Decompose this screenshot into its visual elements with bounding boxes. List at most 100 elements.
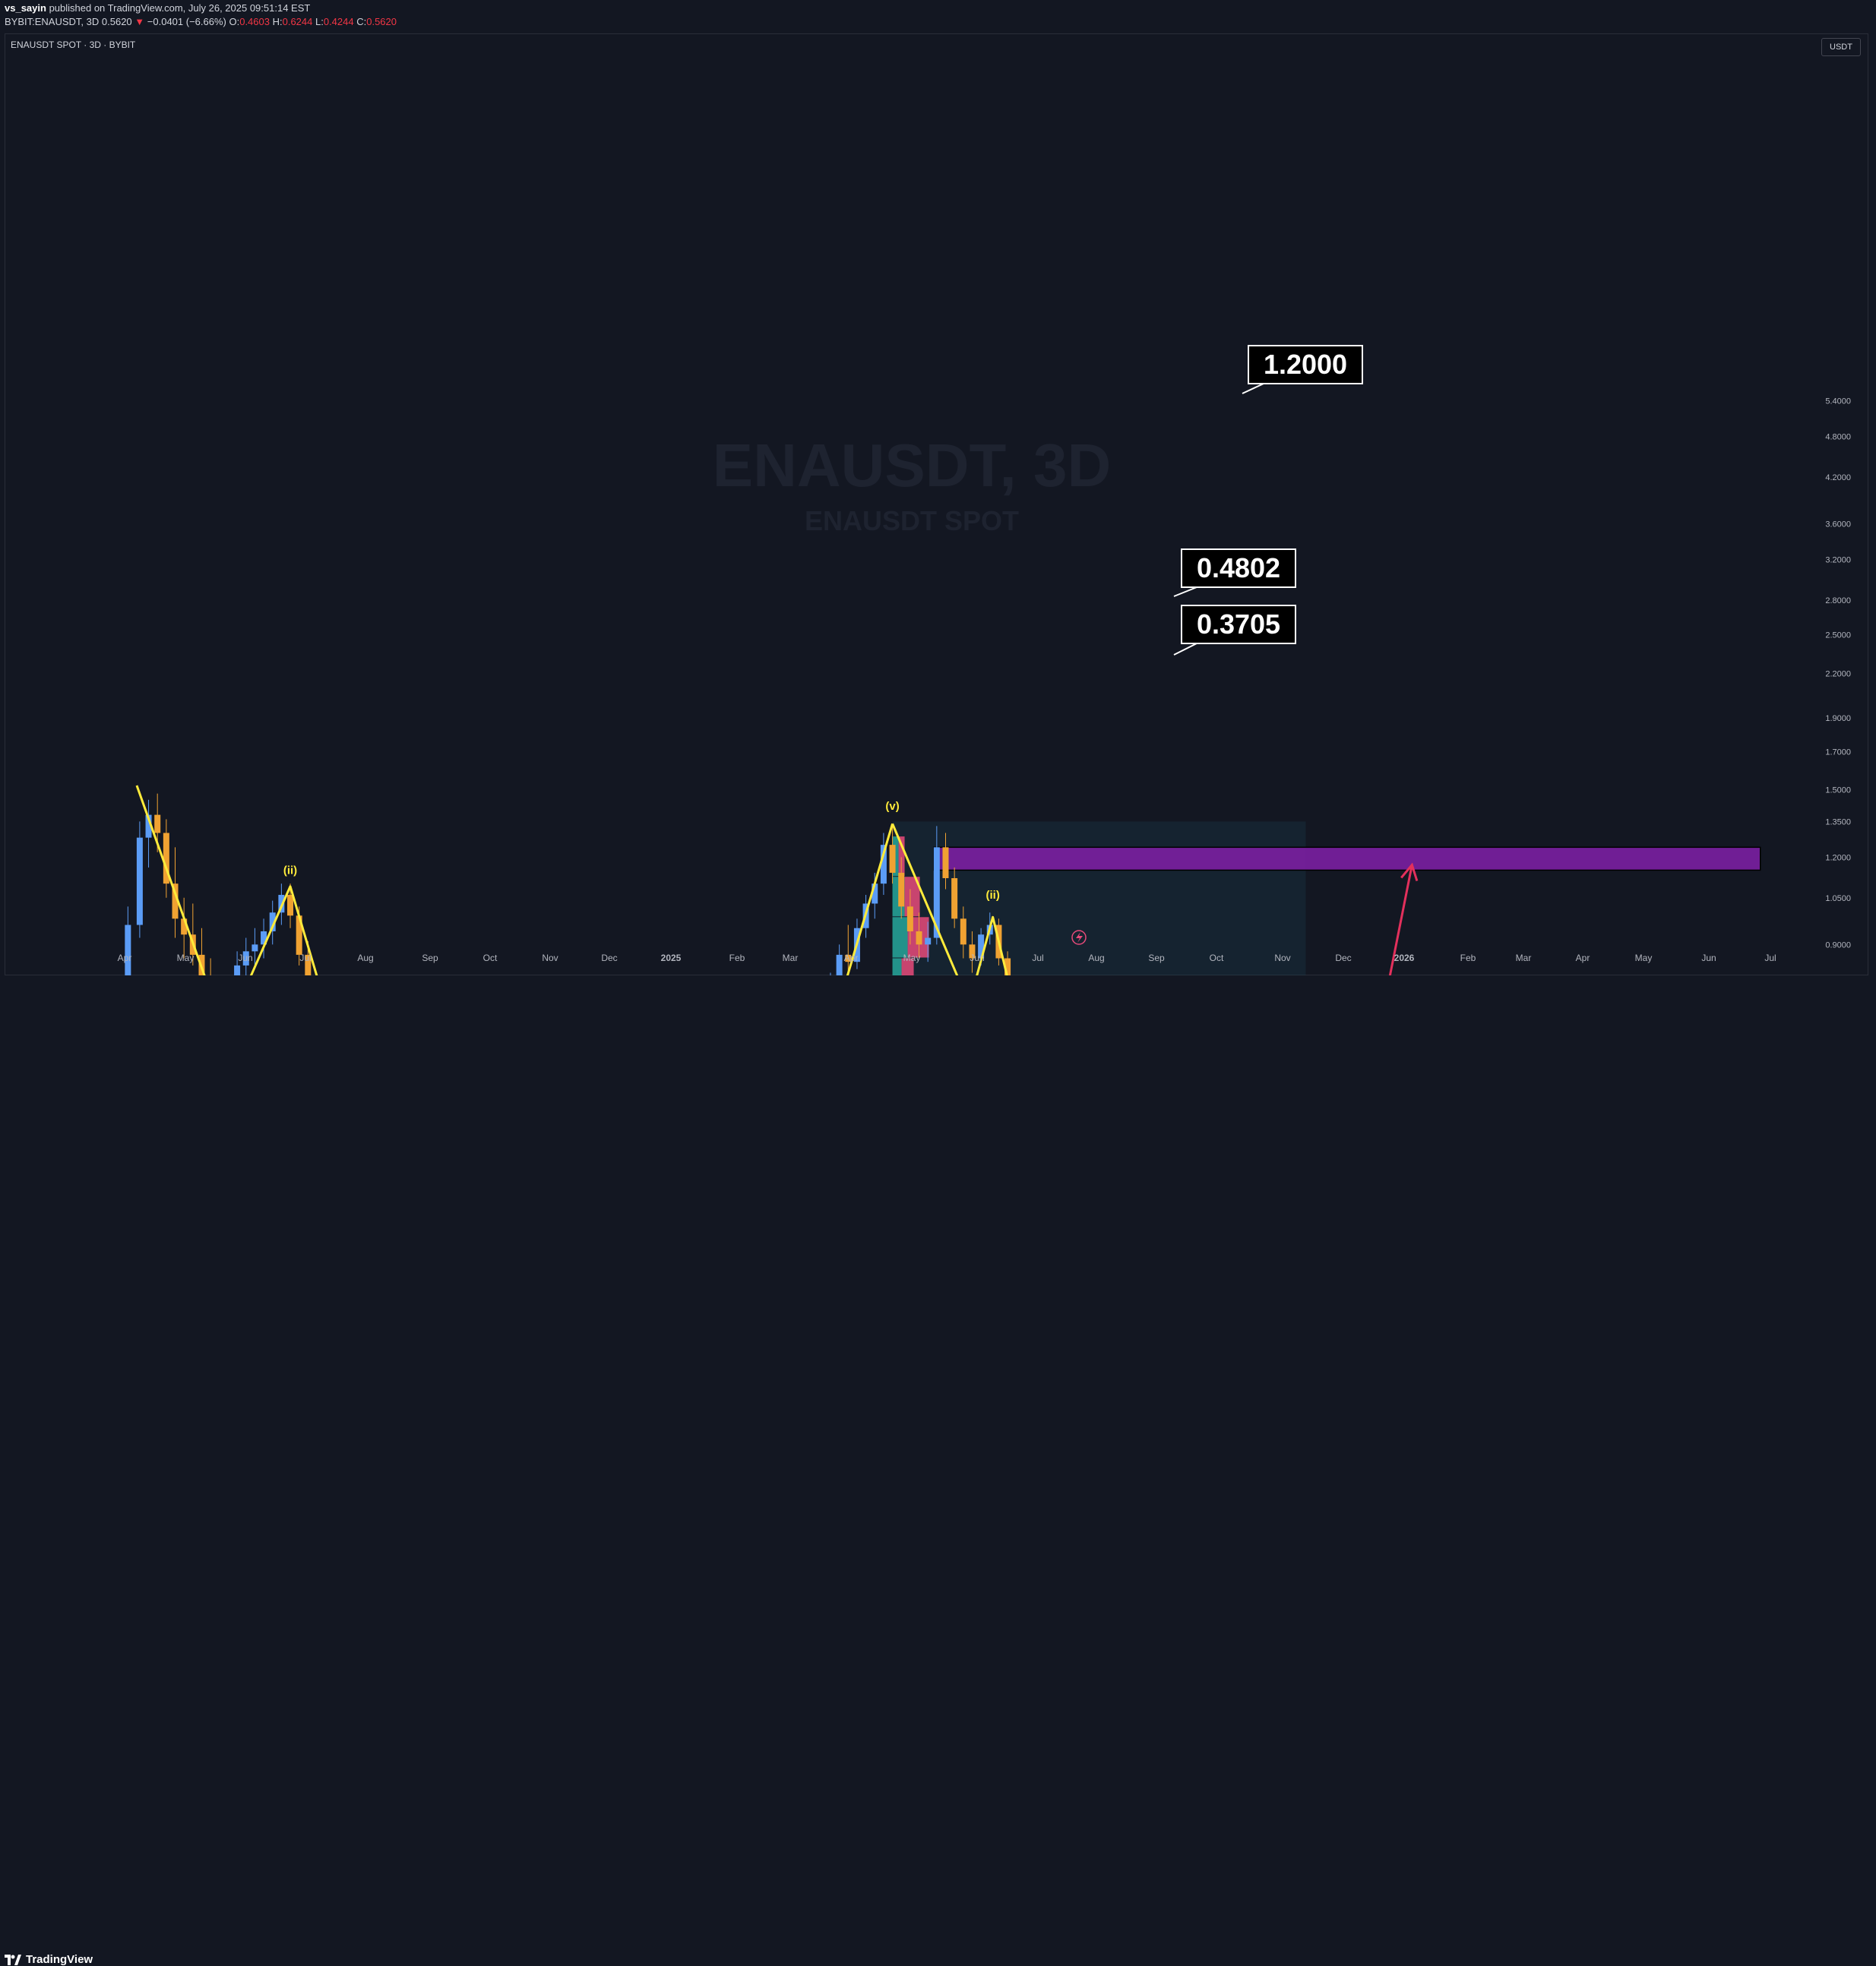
arrow-head xyxy=(1400,862,1419,881)
y-tick-label: 0.9000 xyxy=(1825,940,1851,950)
candle-body xyxy=(942,847,949,878)
level-callout-box xyxy=(1181,548,1296,588)
x-tick-label: May xyxy=(1635,953,1653,963)
x-tick-label: Nov xyxy=(1274,953,1290,963)
candle-body xyxy=(136,837,143,925)
high-value: 0.6244 xyxy=(282,16,313,27)
close-label: C: xyxy=(356,16,367,27)
level-callout-text: 0.3705 xyxy=(1197,608,1280,640)
currency-unit-button[interactable]: USDT xyxy=(1821,38,1861,56)
price-axis[interactable]: 0.9000 1.0500 1.2000 1.3500 1.5000 1.7000 1.90… xyxy=(1825,397,1851,950)
candle-body xyxy=(969,944,976,959)
candle-body xyxy=(906,906,913,931)
candle-body xyxy=(125,925,131,985)
y-tick-label: 1.9000 xyxy=(1825,714,1851,723)
low-value: 0.4244 xyxy=(323,16,354,27)
x-tick-label: Apr xyxy=(118,953,132,963)
x-tick-label: Jul xyxy=(1764,953,1776,963)
level-callout-text: 0.4802 xyxy=(1197,552,1280,583)
symbol-line: BYBIT:ENAUSDT, 3D 0.5620 ▼ −0.0401 (−6.6… xyxy=(5,16,397,27)
price-change: −0.0401 (−6.66%) xyxy=(147,16,226,27)
x-tick-label: Dec xyxy=(601,953,617,963)
wave-line xyxy=(891,823,1014,997)
y-tick-label: 3.6000 xyxy=(1825,520,1851,529)
publish-date: published on TradingView.com, July 26, 2… xyxy=(49,2,311,14)
y-tick-label: 2.8000 xyxy=(1825,596,1851,605)
chart-title: ENAUSDT SPOT · 3D · BYBIT xyxy=(11,40,136,50)
down-triangle-icon: ▼ xyxy=(134,16,145,27)
x-tick-label: Jun xyxy=(1701,953,1716,963)
x-tick-label: Mar xyxy=(783,953,799,963)
callout-pointer xyxy=(1173,586,1197,597)
y-tick-label: 1.3500 xyxy=(1825,817,1851,827)
profile-bar-up xyxy=(892,917,908,958)
candle-body xyxy=(836,954,843,985)
candles xyxy=(115,793,1020,997)
wave-label: (v) xyxy=(885,800,899,813)
y-tick-label: 4.8000 xyxy=(1825,433,1851,442)
candle-body xyxy=(154,814,161,833)
y-tick-label: 2.2000 xyxy=(1825,669,1851,678)
candle-body xyxy=(933,847,940,938)
open-value: 0.4603 xyxy=(239,16,270,27)
candle-body xyxy=(872,883,878,904)
header-bar: vs_sayin published on TradingView.com, J… xyxy=(0,0,1876,32)
x-tick-label: May xyxy=(177,953,195,963)
candle-body xyxy=(916,931,922,945)
y-tick-label: 5.4000 xyxy=(1825,397,1851,406)
lightning-icon[interactable] xyxy=(1071,930,1087,945)
candle-body xyxy=(925,937,932,945)
footer: TradingView xyxy=(0,975,1876,1966)
x-tick-label: Sep xyxy=(422,953,438,963)
candle-body xyxy=(845,954,852,962)
x-tick-label: May xyxy=(903,953,921,963)
tradingview-logo[interactable]: TradingView xyxy=(5,1953,93,1966)
symbol-name[interactable]: BYBIT:ENAUSDT, 3D xyxy=(5,16,100,27)
x-tick-label: Jun xyxy=(970,953,984,963)
candle-body xyxy=(145,814,152,838)
watermark: ENAUSDT, 3D ENAUSDT SPOT xyxy=(713,431,1112,536)
chart-panel xyxy=(5,33,1868,975)
wave-label: (ii) xyxy=(985,889,999,902)
author-name[interactable]: vs_sayin xyxy=(5,2,46,14)
candle-body xyxy=(951,877,958,919)
y-tick-label: 2.5000 xyxy=(1825,631,1851,640)
level-callout-text: 1.2000 xyxy=(1264,349,1347,380)
callout-pointer xyxy=(1242,383,1264,394)
candle-body xyxy=(978,934,985,959)
x-tick-label: Feb xyxy=(729,953,745,963)
candle-body xyxy=(242,951,249,966)
level-callout-box xyxy=(1181,605,1296,644)
candle-body xyxy=(889,845,896,873)
profile-bar-down xyxy=(898,836,905,877)
candle-body xyxy=(305,954,312,992)
low-label: L: xyxy=(315,16,324,27)
candle-body xyxy=(287,894,294,916)
x-tick-label: Oct xyxy=(1210,953,1224,963)
candle-body xyxy=(880,845,887,884)
price-chart[interactable]: ENAUSDT, 3D ENAUSDT SPOT S&R (i)(ii)(iii… xyxy=(0,0,1876,997)
wave-label: (ii) xyxy=(283,864,297,877)
y-tick-label: 1.5000 xyxy=(1825,785,1851,795)
level-callout-box xyxy=(1248,345,1363,384)
candle-body xyxy=(898,872,905,907)
elliott-waves: (i)(ii)(iii)(iv)(v)(i)(ii)(iii)(iv)(v)(i… xyxy=(135,785,1014,997)
publish-info: vs_sayin published on TradingView.com, J… xyxy=(5,2,310,14)
y-tick-label: 3.2000 xyxy=(1825,556,1851,565)
x-tick-label: Aug xyxy=(1088,953,1104,963)
x-tick-label: Oct xyxy=(483,953,498,963)
level-labels: 1.2000 0.4802 0.3705 xyxy=(1173,345,1363,656)
last-price: 0.5620 xyxy=(101,16,132,27)
target-arrow xyxy=(1384,862,1419,997)
time-axis[interactable]: Apr May Jun Jul Aug Sep Oct Nov Dec 2025 Feb Mar Apr… xyxy=(118,953,1776,963)
x-tick-label: Apr xyxy=(1576,953,1590,963)
profile-bar-down xyxy=(904,877,920,917)
watermark-main: ENAUSDT, 3D xyxy=(713,431,1112,499)
x-tick-label: Jul xyxy=(1032,953,1043,963)
y-tick-label: 1.7000 xyxy=(1825,748,1851,757)
close-value: 0.5620 xyxy=(366,16,397,27)
callout-pointer xyxy=(1173,643,1197,656)
x-tick-label: Aug xyxy=(357,953,373,963)
candle-body xyxy=(252,944,258,952)
y-tick-label: 4.2000 xyxy=(1825,473,1851,482)
